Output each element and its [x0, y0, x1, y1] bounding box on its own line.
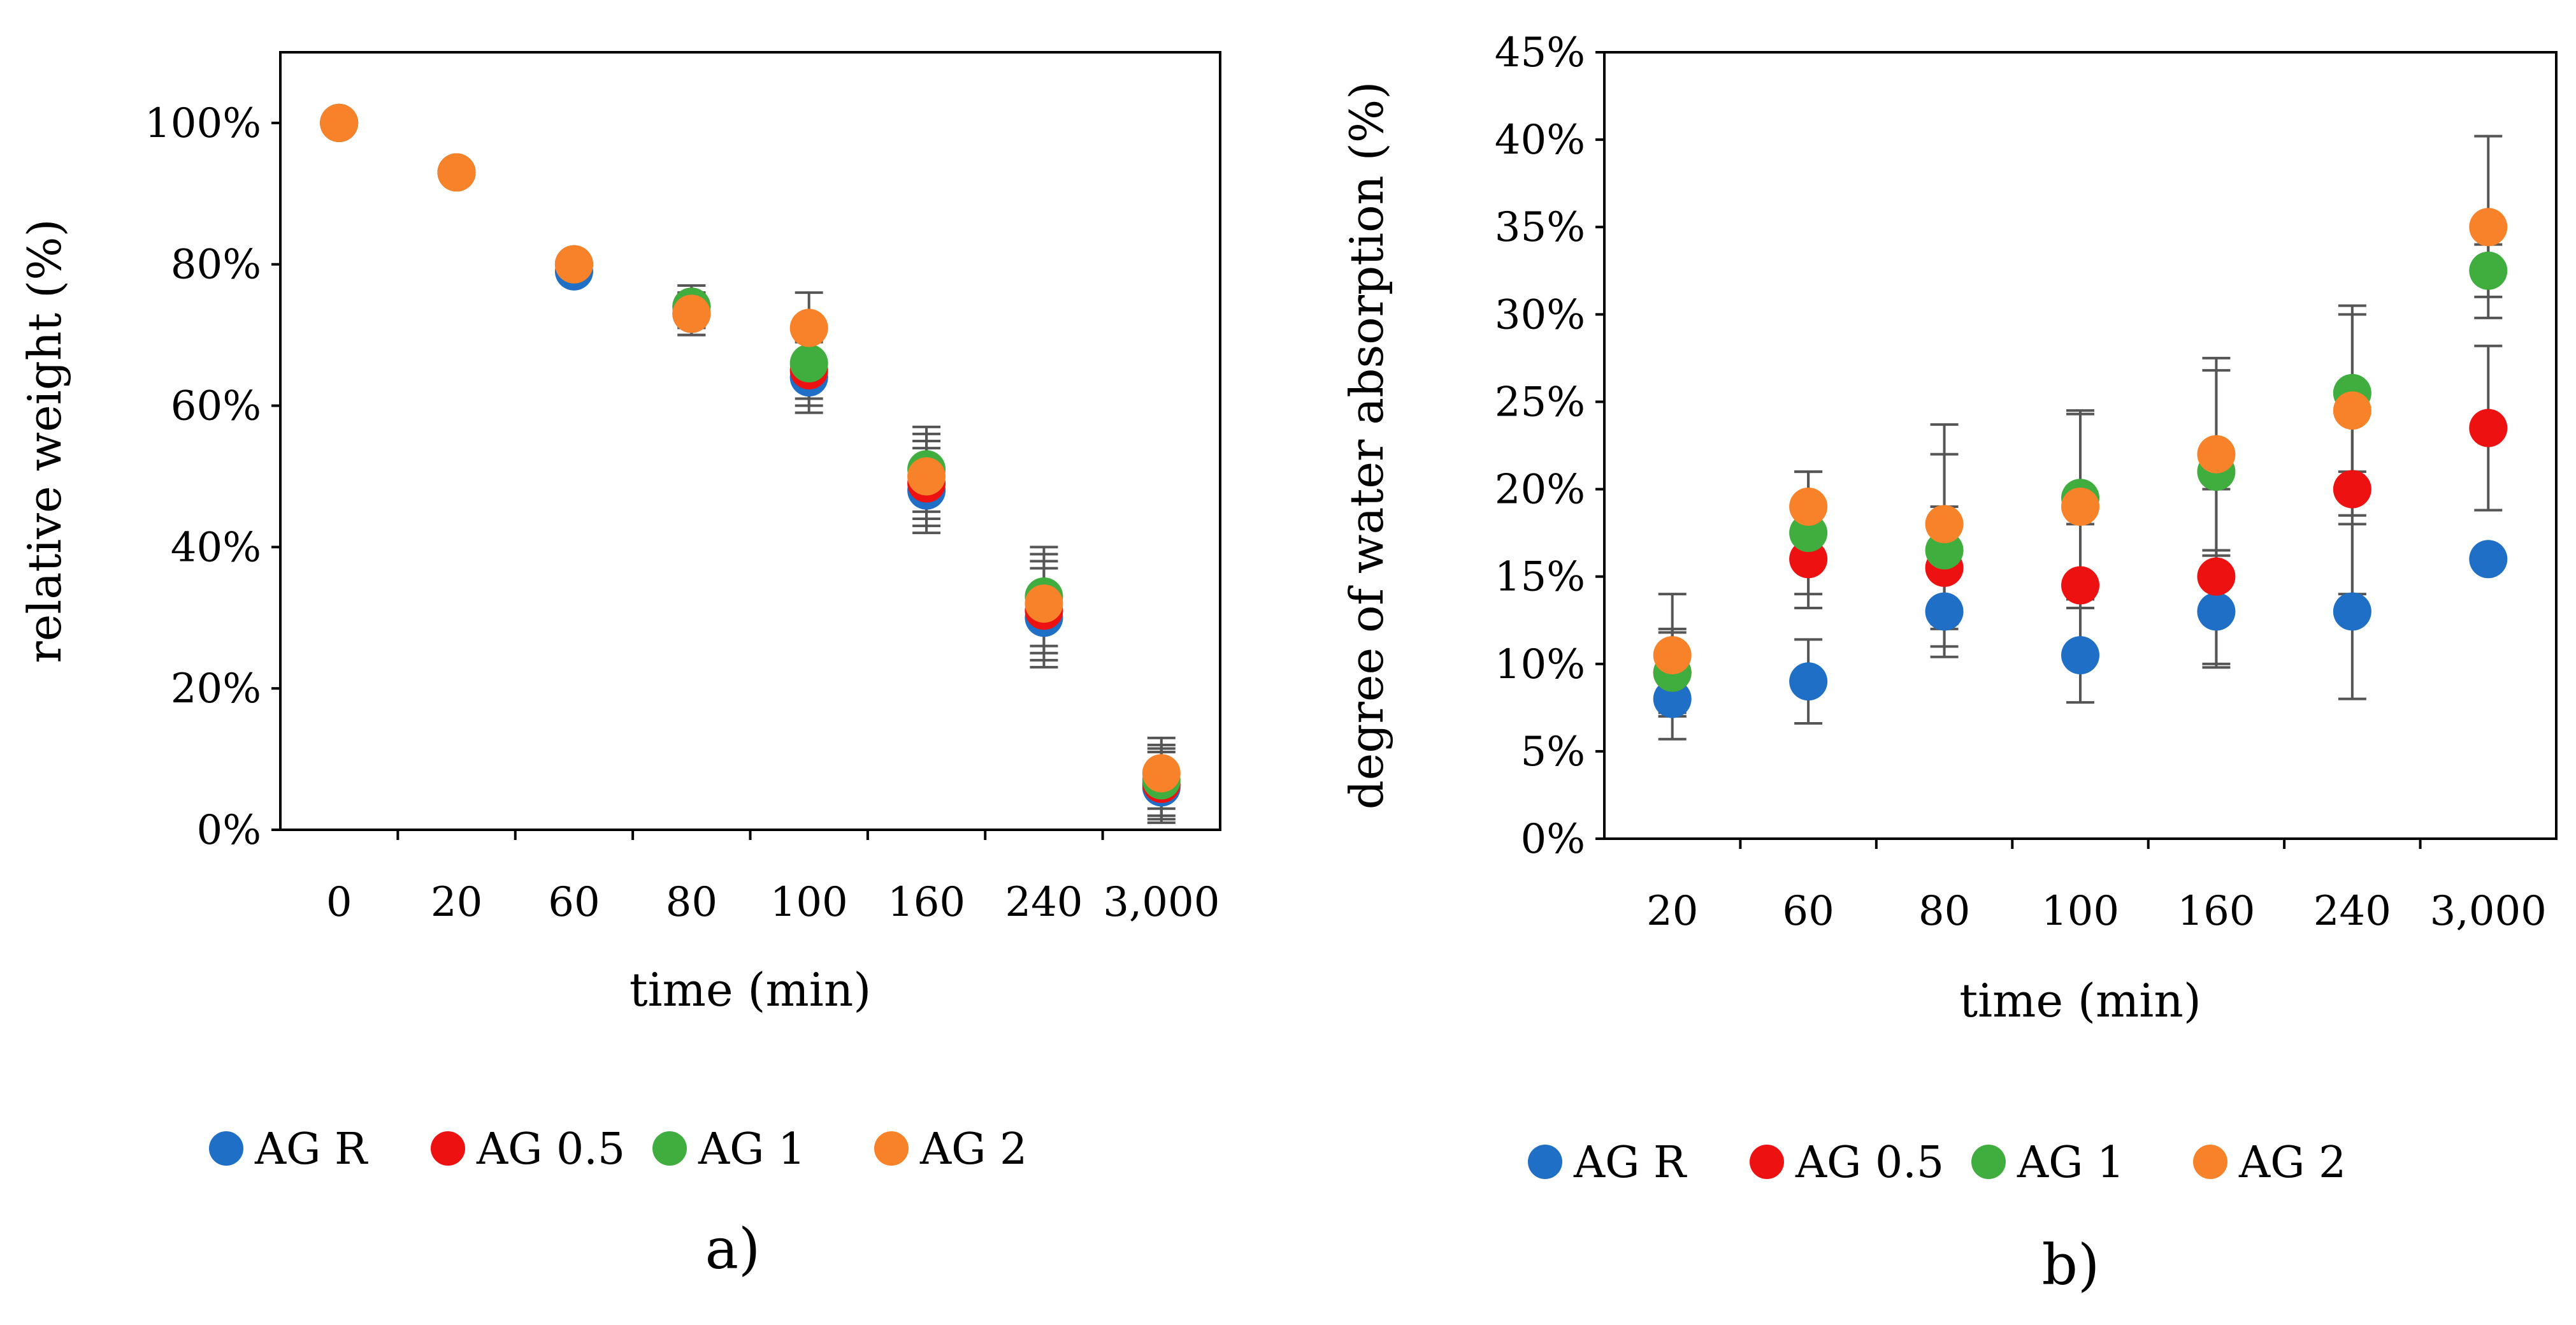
panel-b-legend-marker-ag-2 — [2193, 1145, 2227, 1179]
panel-b-point-ag-r — [2197, 592, 2236, 631]
panel-b-point-ag-0-5 — [2061, 566, 2099, 605]
panel-a-point-ag-2 — [1142, 754, 1181, 793]
panel-b-point-ag-0-5 — [1789, 540, 1828, 579]
panel-b-y-tick-label: 40% — [1495, 117, 1585, 164]
panel-a-y-tick-label: 60% — [171, 383, 261, 430]
panel-b-legend-label-ag-0-5: AG 0.5 — [1795, 1138, 1944, 1188]
panel-b-point-ag-r — [1925, 592, 1964, 631]
panel-a-legend-marker-ag-0-5 — [431, 1131, 465, 1166]
panel-b-y-tick-label: 45% — [1495, 29, 1585, 76]
panel-a-point-ag-2 — [320, 103, 359, 142]
panel-a-legend-marker-ag-1 — [652, 1131, 687, 1166]
panel-b-plot-frame — [1603, 51, 2558, 840]
panel-b-point-ag-1 — [2469, 251, 2508, 290]
panel-a-x-tick-label: 3,000 — [1103, 879, 1220, 926]
panel-a-point-ag-2 — [437, 153, 476, 192]
panel-a-x-tick-label: 100 — [770, 879, 848, 926]
panel-b-y-tick-label: 15% — [1495, 554, 1585, 601]
panel-a-panel-label: a) — [705, 1216, 761, 1282]
panel-b-x-tick-label: 80 — [1918, 888, 1970, 935]
panel-b-y-tick-label: 30% — [1495, 291, 1585, 338]
panel-b-x-tick-label: 3,000 — [2430, 888, 2547, 935]
panel-b-point-ag-1 — [1789, 514, 1828, 553]
panel-b-point-ag-r — [1653, 679, 1692, 718]
panel-b-legend-label-ag-1: AG 1 — [2017, 1138, 2124, 1188]
panel-a-y-tick-label: 100% — [145, 100, 261, 147]
panel-b-y-axis-title: degree of water absorption (%) — [1340, 82, 1393, 810]
panel-a-point-ag-1 — [789, 344, 828, 382]
panel-a-x-tick-label: 80 — [666, 879, 717, 926]
panel-b-legend-label-ag-r: AG R — [1573, 1138, 1687, 1188]
panel-a-y-tick-label: 0% — [196, 807, 261, 854]
panel-b-legend-label-ag-2: AG 2 — [2238, 1138, 2346, 1188]
panel-b-y-tick-label: 5% — [1520, 728, 1585, 776]
panel-a-x-axis-title: time (min) — [630, 963, 872, 1017]
panel-b-point-ag-0-5 — [2469, 409, 2508, 447]
panel-a-legend-marker-ag-2 — [874, 1131, 909, 1166]
panel-b-point-ag-2 — [1653, 636, 1692, 675]
panel-b-legend-marker-ag-1 — [1971, 1145, 2006, 1179]
panel-b-point-ag-0-5 — [2333, 470, 2371, 509]
panel-b-chart: 0% 5% 10% 15% 20% 25% 30% 35% 40% 45% 20 60 80 100 160… — [1340, 29, 2558, 1298]
panel-a-chart: 0% 20% 40% 60% 80% 100% 0 20 60 80 100 160 240 3,000 t… — [18, 51, 1221, 1282]
panel-b-x-tick-label: 240 — [2313, 888, 2391, 935]
panel-b-point-ag-r — [2469, 540, 2508, 579]
panel-b-point-ag-r — [2061, 636, 2099, 675]
panel-b-legend-marker-ag-0-5 — [1750, 1145, 1784, 1179]
panel-b-point-ag-2 — [2469, 208, 2508, 247]
panel-b-point-ag-2 — [1925, 505, 1964, 544]
panel-b-x-tick-label: 20 — [1646, 888, 1698, 935]
panel-a-x-tick-label: 60 — [548, 879, 600, 926]
panel-b-y-tick-label: 10% — [1495, 641, 1585, 688]
panel-b-y-tick-label: 0% — [1520, 816, 1585, 863]
panel-a-y-axis-title: relative weight (%) — [18, 219, 71, 663]
panel-a-x-tick-label: 20 — [431, 879, 482, 926]
panel-a-y-tick-label: 80% — [171, 242, 261, 289]
panel-b-point-ag-2 — [1789, 487, 1828, 526]
panel-b-y-tick-label: 35% — [1495, 204, 1585, 251]
panel-a-plot-frame — [279, 51, 1221, 831]
panel-a-point-ag-2 — [907, 457, 946, 496]
panel-a-y-tick-label: 20% — [171, 665, 261, 713]
panel-a-point-ag-2 — [1025, 584, 1063, 623]
panel-a-y-tick-label: 40% — [171, 524, 261, 571]
panel-b-x-axis-title: time (min) — [1959, 974, 2201, 1027]
panel-a-x-tick-label: 0 — [326, 879, 352, 926]
panel-b-point-ag-1 — [1925, 531, 1964, 570]
panel-a-point-ag-2 — [789, 308, 828, 347]
panel-a-point-ag-2 — [672, 294, 711, 333]
panel-a-x-tick-label: 240 — [1005, 879, 1083, 926]
panel-a-legend-label-ag-0-5: AG 0.5 — [476, 1124, 625, 1175]
panel-b-point-ag-2 — [2197, 435, 2236, 474]
panel-a-point-ag-2 — [554, 245, 593, 284]
panel-a-legend-marker-ag-r — [209, 1131, 243, 1166]
panel-b-panel-label: b) — [2042, 1232, 2100, 1298]
panel-b-x-tick-label: 160 — [2177, 888, 2255, 935]
panel-a-legend-label-ag-1: AG 1 — [698, 1124, 805, 1175]
panel-b-y-tick-label: 25% — [1495, 379, 1585, 426]
panel-b-legend-marker-ag-r — [1528, 1145, 1562, 1179]
panel-b-point-ag-2 — [2333, 391, 2371, 430]
panel-a-x-tick-label: 160 — [888, 879, 965, 926]
panel-b-y-tick-label: 20% — [1495, 467, 1585, 514]
panel-a-legend-label-ag-r: AG R — [254, 1124, 368, 1175]
panel-b-x-tick-label: 60 — [1782, 888, 1834, 935]
panel-a-legend-label-ag-2: AG 2 — [919, 1124, 1027, 1175]
panel-b-point-ag-2 — [2061, 487, 2099, 526]
panel-b-point-ag-0-5 — [2197, 557, 2236, 596]
panel-b-point-ag-r — [1789, 662, 1828, 701]
panel-b-point-ag-r — [2333, 592, 2371, 631]
panel-b-x-tick-label: 100 — [2041, 888, 2119, 935]
